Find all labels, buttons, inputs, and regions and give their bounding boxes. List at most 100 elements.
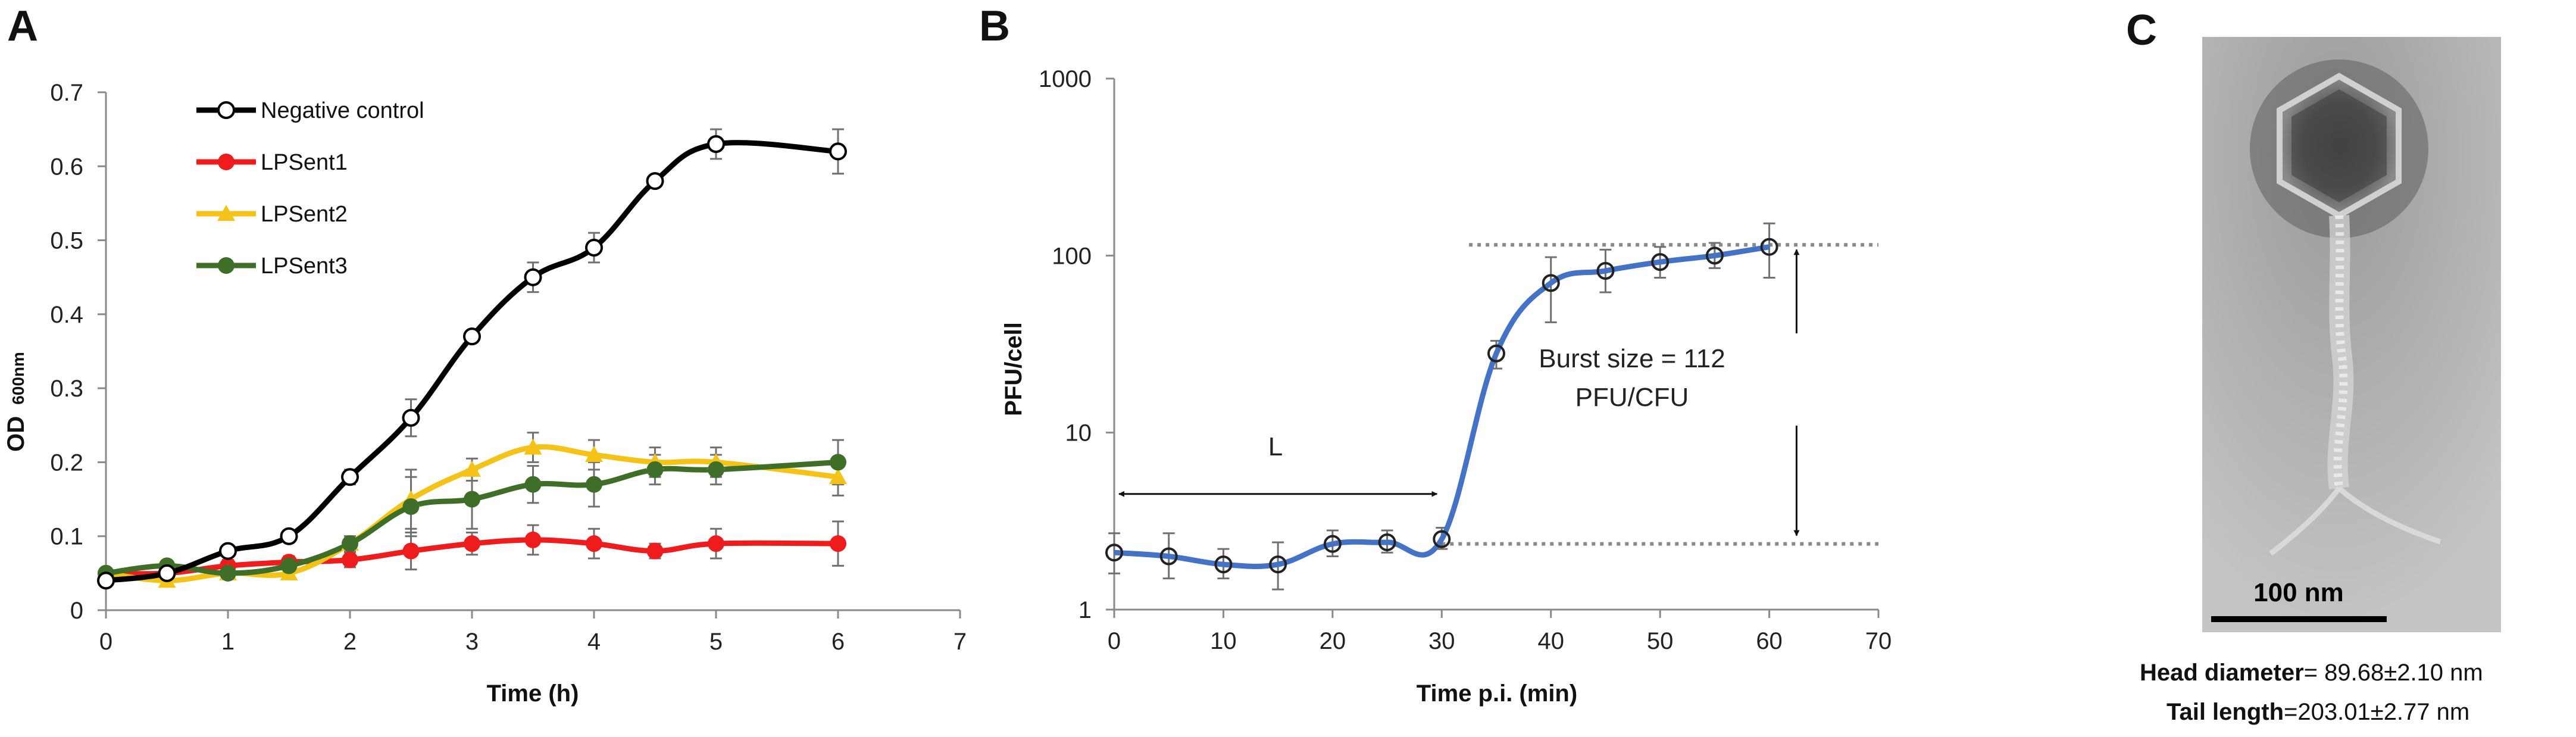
chart-a-point <box>158 564 176 582</box>
head-diameter-value: = 89.68±2.10 nm <box>2303 660 2483 686</box>
chart-b-point <box>1378 533 1396 551</box>
phage-tail-striation <box>2333 215 2348 489</box>
tail-length-caption: Tail length=203.01±2.77 nm <box>2167 699 2469 726</box>
chart-a-ylabel-sub: 600nm <box>9 352 27 405</box>
chart-a-point <box>829 468 847 485</box>
chart-a-error-bars <box>100 128 844 585</box>
chart-a-point <box>524 268 542 286</box>
chart-a-point <box>464 535 480 552</box>
chart-a-ytick-label: 0.6 <box>50 154 83 180</box>
chart-a-ytick-label: 0.3 <box>50 376 83 402</box>
chart-a-xtick-label: 7 <box>954 629 967 655</box>
chart-b-point <box>1760 238 1778 256</box>
chart-b-ytick-label: 100 <box>1052 243 1092 269</box>
burst-size-unit: PFU/CFU <box>1575 383 1689 412</box>
chart-a-point <box>708 461 724 478</box>
chart-a-point <box>342 551 358 569</box>
phage-tail-fiber-left <box>2269 486 2341 556</box>
chart-a-ytick-label: 0.1 <box>50 524 83 550</box>
legend-label: LPSent2 <box>261 202 348 227</box>
chart-a-point <box>220 564 236 582</box>
chart-a-point <box>708 535 724 552</box>
chart-a-axes: 0 0.1 0.2 0.3 0.4 0.5 0.6 0.7 0 1 2 3 4 5 6 7 <box>50 80 967 655</box>
chart-a-xtick-label: 3 <box>465 629 479 655</box>
latent-period-label: L <box>1268 432 1283 461</box>
chart-a-point <box>524 438 542 455</box>
chart-a-point <box>464 491 480 508</box>
phage-head-core <box>2291 89 2387 202</box>
chart-b-xlabel: Time p.i. (min) <box>1417 680 1577 707</box>
chart-b-point <box>1214 555 1233 574</box>
chart-b-point <box>1105 544 1123 562</box>
chart-b-xtick-label: 30 <box>1428 628 1455 654</box>
chart-a-point <box>342 535 358 552</box>
chart-b-point <box>1542 274 1560 292</box>
tail-length-value: =203.01±2.77 nm <box>2284 699 2470 725</box>
chart-a-point <box>585 239 603 257</box>
chart-a-ytick-label: 0 <box>70 598 83 624</box>
chart-a-point <box>830 535 846 552</box>
chart-a-point <box>829 142 847 161</box>
chart-a-point <box>402 408 420 427</box>
legend-marker <box>217 101 235 119</box>
chart-b-points <box>1105 238 1778 574</box>
chart-b-series-line <box>1114 244 1770 569</box>
chart-a-point <box>524 531 542 548</box>
chart-b-xtick-label: 70 <box>1865 628 1892 654</box>
tail-length-label: Tail length <box>2167 699 2284 725</box>
chart-a-point <box>707 135 725 153</box>
legend-label: Negative control <box>261 98 424 123</box>
chart-a-point <box>524 476 542 493</box>
chart-a-point <box>586 535 602 552</box>
chart-a-point <box>646 461 664 478</box>
chart-a-point <box>402 498 420 515</box>
chart-b-error-bar <box>1763 222 1775 279</box>
chart-b-ytick-label: 1 <box>1078 597 1092 623</box>
chart-a-point <box>830 454 846 471</box>
chart-a-point <box>280 557 298 574</box>
chart-a-xtick-label: 4 <box>587 629 601 655</box>
chart-a-point <box>97 572 115 590</box>
chart-b-point <box>1323 535 1342 553</box>
chart-a-xtick-label: 6 <box>831 629 845 655</box>
scale-bar-label: 100 nm <box>2253 578 2344 607</box>
chart-a-point <box>280 527 298 545</box>
chart-a-ylabel-main: OD <box>3 416 29 452</box>
head-diameter-caption: Head diameter= 89.68±2.10 nm <box>2140 660 2483 686</box>
panel-label-b: B <box>979 2 1010 50</box>
chart-b-xtick-label: 10 <box>1210 628 1237 654</box>
chart-a-xtick-label: 2 <box>343 629 357 655</box>
chart-b-ytick-label: 1000 <box>1039 66 1092 92</box>
chart-a-point <box>586 476 602 493</box>
chart-a-legend: Negative control LPSent1 LPSent2 LPSent3 <box>196 98 424 279</box>
legend-marker <box>218 154 235 170</box>
chart-b-xtick-label: 0 <box>1108 628 1121 654</box>
chart-b-point <box>1596 261 1615 280</box>
chart-b-xtick-label: 20 <box>1320 628 1346 654</box>
chart-a-point <box>463 460 481 477</box>
chart-a-xtick-label: 5 <box>709 629 723 655</box>
chart-a-xtick-label: 0 <box>99 629 112 655</box>
chart-a-xlabel: Time (h) <box>487 680 579 707</box>
chart-a-ytick-label: 0.2 <box>50 449 83 476</box>
chart-b-point <box>1705 246 1724 265</box>
chart-a-point <box>646 542 664 560</box>
chart-b-xtick-label: 50 <box>1647 628 1674 654</box>
legend-label: LPSent1 <box>261 150 348 175</box>
chart-b: 1 10 100 1000 0 10 20 30 40 50 60 70 Time p.i. (min… <box>1001 66 1892 707</box>
chart-a-point <box>219 542 237 560</box>
chart-a-point <box>402 542 420 560</box>
chart-b-point <box>1487 344 1505 363</box>
legend-marker <box>218 257 235 274</box>
phage-tail-fiber-right <box>2337 486 2441 545</box>
chart-a-point <box>463 327 481 346</box>
chart-b-ytick-label: 10 <box>1065 420 1092 446</box>
panel-label-c: C <box>2126 7 2157 54</box>
chart-b-xtick-label: 40 <box>1537 628 1564 654</box>
chart-a-points <box>97 135 847 590</box>
chart-a-xtick-label: 1 <box>221 629 235 655</box>
chart-b-point <box>1269 555 1287 574</box>
head-diameter-label: Head diameter <box>2140 660 2304 686</box>
panel-label-a: A <box>7 2 38 50</box>
